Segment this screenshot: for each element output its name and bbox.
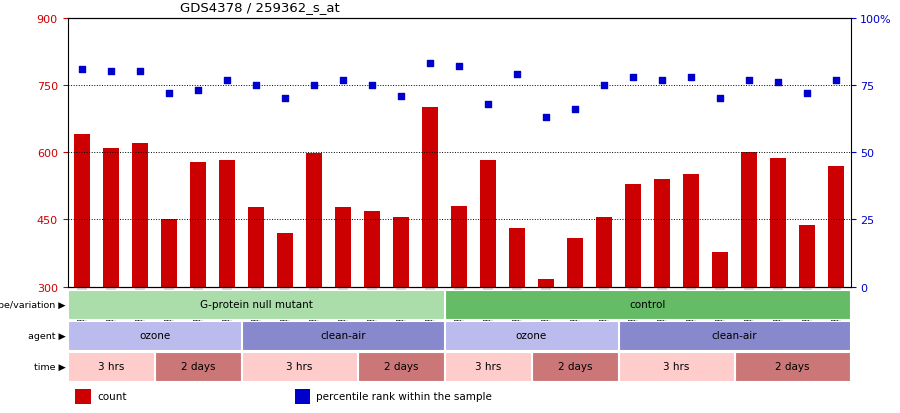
Point	[568, 107, 582, 113]
Text: 2 days: 2 days	[558, 361, 592, 372]
Point	[75, 66, 89, 73]
Point	[597, 83, 611, 89]
Point	[364, 83, 379, 89]
Point	[713, 96, 727, 102]
Bar	[619, 321, 850, 350]
Point	[509, 72, 524, 78]
Bar	[68, 352, 154, 381]
Point	[481, 101, 495, 108]
Bar	[248, 207, 264, 287]
Bar	[364, 212, 380, 287]
Point	[191, 88, 205, 95]
Bar	[735, 352, 850, 381]
Text: ozone: ozone	[516, 330, 547, 341]
Bar	[161, 219, 177, 287]
Bar	[76, 389, 91, 404]
Bar	[190, 163, 206, 287]
Bar	[242, 321, 444, 350]
Point	[539, 115, 554, 121]
Bar	[132, 144, 148, 287]
Text: 3 hrs: 3 hrs	[98, 361, 124, 372]
Bar	[828, 166, 844, 287]
Point	[800, 90, 814, 97]
Point	[452, 64, 466, 70]
Bar	[68, 321, 240, 350]
Point	[220, 77, 234, 83]
Point	[742, 77, 756, 83]
Text: clean-air: clean-air	[320, 330, 365, 341]
Bar	[68, 290, 444, 319]
Text: control: control	[629, 299, 666, 310]
Bar	[538, 279, 554, 287]
Bar	[294, 389, 310, 404]
Bar	[335, 207, 351, 287]
Bar	[654, 180, 670, 287]
Bar	[74, 135, 90, 287]
Text: G-protein null mutant: G-protein null mutant	[200, 299, 312, 310]
Point	[162, 90, 176, 97]
Bar	[741, 153, 757, 287]
Bar	[712, 252, 728, 287]
Point	[626, 74, 640, 81]
Bar	[533, 352, 617, 381]
Text: percentile rank within the sample: percentile rank within the sample	[317, 392, 492, 401]
Bar	[509, 228, 525, 287]
Point	[829, 77, 843, 83]
Text: 3 hrs: 3 hrs	[475, 361, 501, 372]
Text: 3 hrs: 3 hrs	[286, 361, 312, 372]
Bar	[451, 206, 467, 287]
Bar	[799, 225, 815, 287]
Point	[770, 80, 785, 86]
Bar	[103, 148, 119, 287]
Bar	[480, 161, 496, 287]
Bar	[625, 185, 641, 287]
Text: count: count	[97, 392, 127, 401]
Text: 2 days: 2 days	[181, 361, 215, 372]
Text: time ▶: time ▶	[34, 362, 66, 371]
Bar	[393, 218, 409, 287]
Bar	[156, 352, 240, 381]
Point	[133, 69, 148, 76]
Point	[684, 74, 698, 81]
Bar	[277, 233, 293, 287]
Point	[278, 96, 293, 102]
Point	[655, 77, 670, 83]
Point	[307, 83, 321, 89]
Bar	[306, 154, 322, 287]
Point	[336, 77, 350, 83]
Text: 2 days: 2 days	[775, 361, 810, 372]
Point	[248, 83, 263, 89]
Text: GDS4378 / 259362_s_at: GDS4378 / 259362_s_at	[180, 2, 340, 14]
Bar	[242, 352, 356, 381]
Bar	[619, 352, 733, 381]
Bar	[683, 174, 699, 287]
Text: 2 days: 2 days	[383, 361, 418, 372]
Bar	[567, 239, 583, 287]
Bar	[446, 352, 531, 381]
Text: agent ▶: agent ▶	[28, 331, 66, 340]
Bar	[422, 108, 438, 287]
Point	[423, 61, 437, 68]
Text: genotype/variation ▶: genotype/variation ▶	[0, 300, 66, 309]
Point	[104, 69, 118, 76]
Bar	[770, 158, 786, 287]
Bar	[446, 321, 617, 350]
Bar	[219, 160, 235, 287]
Bar	[446, 290, 850, 319]
Bar	[358, 352, 444, 381]
Text: 3 hrs: 3 hrs	[663, 361, 689, 372]
Bar	[596, 217, 612, 287]
Text: ozone: ozone	[139, 330, 170, 341]
Point	[394, 93, 409, 100]
Text: clean-air: clean-air	[712, 330, 757, 341]
